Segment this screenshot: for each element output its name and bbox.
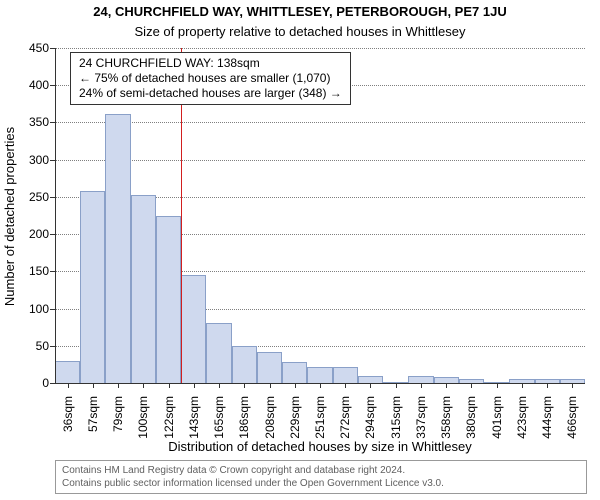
y-tick-label: 400 (15, 78, 49, 92)
footer-box: Contains HM Land Registry data © Crown c… (55, 460, 587, 494)
annotation-line: 24 CHURCHFIELD WAY: 138sqm (79, 56, 342, 71)
histogram-bar (131, 195, 156, 383)
x-tick-label: 122sqm (162, 396, 176, 456)
y-tick-label: 300 (15, 153, 49, 167)
x-tick-label: 444sqm (540, 396, 554, 456)
x-tick-label: 466sqm (565, 396, 579, 456)
histogram-bar (408, 376, 433, 383)
x-tick-label: 423sqm (515, 396, 529, 456)
x-tick-label: 337sqm (414, 396, 428, 456)
x-tick-label: 315sqm (389, 396, 403, 456)
gridline (55, 160, 585, 162)
histogram-bar (333, 367, 358, 383)
histogram-bar (181, 275, 206, 383)
chart-subtitle: Size of property relative to detached ho… (0, 24, 600, 39)
histogram-bar (105, 114, 130, 383)
histogram-bar (307, 367, 332, 383)
x-tick-label: 251sqm (313, 396, 327, 456)
x-axis-line (55, 383, 585, 384)
y-tick-label: 200 (15, 227, 49, 241)
y-tick-label: 100 (15, 302, 49, 316)
x-tick-label: 401sqm (490, 396, 504, 456)
y-tick-label: 50 (15, 339, 49, 353)
x-tick-label: 229sqm (288, 396, 302, 456)
annotation-line: ← 75% of detached houses are smaller (1,… (79, 71, 342, 86)
annotation-box: 24 CHURCHFIELD WAY: 138sqm← 75% of detac… (70, 52, 351, 105)
x-tick-label: 272sqm (338, 396, 352, 456)
x-tick-label: 57sqm (86, 396, 100, 456)
x-tick-label: 208sqm (263, 396, 277, 456)
x-tick-label: 79sqm (111, 396, 125, 456)
x-tick-label: 294sqm (363, 396, 377, 456)
y-axis-line (55, 48, 56, 383)
y-tick-label: 0 (15, 376, 49, 390)
gridline (55, 122, 585, 124)
chart-root: 24, CHURCHFIELD WAY, WHITTLESEY, PETERBO… (0, 0, 600, 500)
chart-title: 24, CHURCHFIELD WAY, WHITTLESEY, PETERBO… (0, 4, 600, 19)
histogram-bar (156, 216, 181, 384)
x-tick-label: 358sqm (439, 396, 453, 456)
x-tick-label: 186sqm (237, 396, 251, 456)
annotation-line: 24% of semi-detached houses are larger (… (79, 86, 342, 101)
histogram-bar (257, 352, 282, 383)
y-tick-label: 150 (15, 264, 49, 278)
histogram-bar (80, 191, 105, 383)
x-tick-label: 143sqm (187, 396, 201, 456)
y-tick-label: 450 (15, 41, 49, 55)
y-tick-label: 250 (15, 190, 49, 204)
histogram-bar (55, 361, 80, 383)
footer-line: Contains public sector information licen… (62, 477, 580, 490)
histogram-bar (282, 362, 307, 383)
x-tick-label: 165sqm (212, 396, 226, 456)
y-tick-label: 350 (15, 115, 49, 129)
histogram-bar (358, 376, 383, 383)
footer-line: Contains HM Land Registry data © Crown c… (62, 464, 580, 477)
histogram-bar (206, 323, 231, 383)
x-tick-label: 380sqm (464, 396, 478, 456)
gridline (55, 48, 585, 50)
histogram-bar (232, 346, 257, 383)
x-tick-label: 100sqm (136, 396, 150, 456)
x-tick-label: 36sqm (61, 396, 75, 456)
y-axis-title: Number of detached properties (2, 49, 17, 384)
